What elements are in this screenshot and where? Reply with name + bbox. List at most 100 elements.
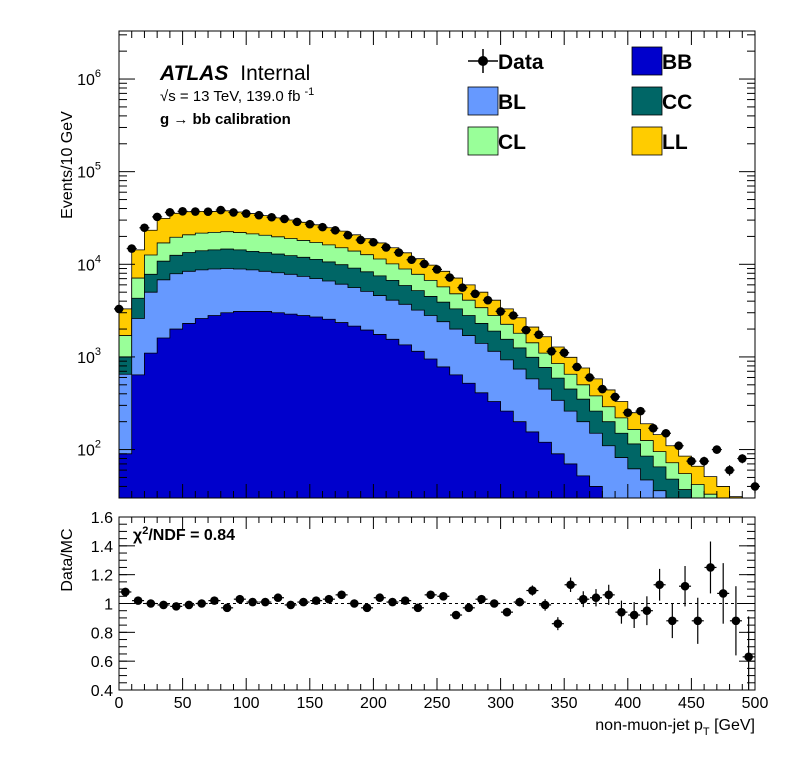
- ratio-y-tick-label: 1.6: [91, 510, 113, 527]
- data-point: [648, 423, 659, 433]
- data-marker: [559, 348, 569, 358]
- ratio-point: [284, 600, 297, 610]
- ratio-marker: [273, 593, 283, 603]
- data-point: [330, 225, 341, 235]
- ratio-point: [411, 603, 424, 613]
- ratio-point: [513, 597, 526, 607]
- data-point: [737, 454, 748, 464]
- data-point: [139, 223, 150, 233]
- ratio-point: [348, 599, 361, 608]
- data-point: [571, 362, 582, 372]
- data-point: [584, 373, 595, 382]
- ratio-point: [653, 568, 666, 601]
- data-point: [495, 307, 506, 316]
- legend-data-entry: Data: [468, 49, 544, 74]
- data-marker: [343, 230, 353, 240]
- data-marker: [648, 423, 658, 433]
- data-point: [279, 214, 290, 224]
- y-tick-base: 10: [77, 165, 95, 182]
- experiment-name: ATLAS: [159, 62, 228, 85]
- data-marker: [127, 244, 137, 253]
- ratio-point: [221, 603, 234, 613]
- main-plot-frame: [118, 30, 756, 499]
- ratio-marker: [171, 602, 181, 611]
- ratio-marker: [553, 619, 563, 628]
- ratio-marker: [464, 603, 474, 613]
- y-tick-label: 104: [77, 253, 101, 274]
- ratio-marker: [528, 586, 537, 595]
- ratio-marker: [413, 603, 423, 613]
- ratio-point: [208, 596, 221, 605]
- data-marker: [687, 456, 696, 466]
- ratio-marker: [731, 616, 741, 626]
- ratio-point: [691, 597, 704, 644]
- legend-entry-BL: BL: [467, 86, 526, 116]
- ratio-marker: [260, 597, 270, 607]
- ratio-point: [119, 587, 132, 597]
- ratio-marker: [578, 594, 588, 604]
- ratio-x-tick-label: 300: [487, 695, 514, 712]
- legend-entry-CL: CL: [467, 126, 526, 156]
- ratio-point: [577, 591, 590, 608]
- ratio-point: [526, 585, 539, 596]
- ratio-marker: [235, 594, 245, 604]
- data-marker: [305, 219, 315, 229]
- data-marker: [725, 465, 734, 475]
- y-tick-exponent: 2: [95, 439, 101, 451]
- data-marker: [330, 225, 340, 235]
- ratio-marker: [159, 600, 168, 610]
- ratio-y-tick-label: 0.8: [91, 625, 113, 642]
- chi2-label: χ2/NDF = 0.84: [133, 525, 235, 544]
- legend-label-CL: CL: [498, 131, 526, 154]
- data-point: [482, 295, 493, 305]
- data-marker: [229, 208, 238, 217]
- legend: Data BB BL CC CL LL: [467, 46, 692, 156]
- data-point: [368, 237, 379, 247]
- data-marker: [254, 210, 264, 220]
- energy-text: s = 13 TeV, 139.0 fb: [168, 88, 300, 105]
- data-marker: [623, 408, 633, 418]
- ratio-x-tick-label: 350: [551, 695, 578, 712]
- chi2-symbol: χ: [133, 527, 143, 544]
- data-point: [406, 255, 417, 265]
- data-point: [126, 244, 137, 253]
- data-marker: [292, 217, 302, 227]
- lumi-exponent: -1: [304, 86, 314, 98]
- ratio-marker: [311, 596, 321, 605]
- data-marker: [191, 207, 200, 216]
- legend-swatch-BB: [631, 46, 663, 76]
- data-marker: [318, 222, 327, 232]
- legend-swatch-BL: [467, 86, 499, 116]
- data-point: [177, 207, 188, 216]
- ratio-marker: [617, 607, 626, 617]
- stack-layer-BB: [118, 311, 755, 499]
- ratio-marker: [146, 599, 156, 608]
- data-point: [241, 209, 252, 218]
- data-marker: [470, 289, 480, 299]
- ratio-x-tick-label: 50: [174, 695, 192, 712]
- data-point: [432, 265, 442, 274]
- data-marker: [203, 207, 213, 216]
- ratio-x-tick-label: 200: [360, 695, 387, 712]
- ratio-point: [488, 599, 501, 608]
- data-marker: [661, 428, 671, 438]
- ratio-plot-frame: [118, 516, 756, 691]
- data-point: [508, 311, 519, 320]
- ratio-marker: [426, 590, 435, 600]
- data-marker: [432, 265, 442, 274]
- data-points: [114, 205, 760, 494]
- ratio-marker: [337, 590, 346, 600]
- x-axis-title: non-muon-jet p: [595, 717, 703, 734]
- data-point: [215, 205, 226, 215]
- data-point: [635, 406, 646, 416]
- legend-label-BB: BB: [662, 51, 692, 74]
- ratio-y-tick-label: 1.4: [91, 539, 113, 556]
- data-marker: [598, 384, 607, 394]
- data-point: [228, 208, 239, 217]
- data-point: [533, 330, 544, 339]
- y-tick-label: 106: [77, 68, 101, 89]
- ratio-marker: [350, 599, 359, 608]
- ratio-marker: [566, 580, 575, 590]
- ratio-point: [742, 616, 755, 690]
- ratio-point: [424, 590, 437, 600]
